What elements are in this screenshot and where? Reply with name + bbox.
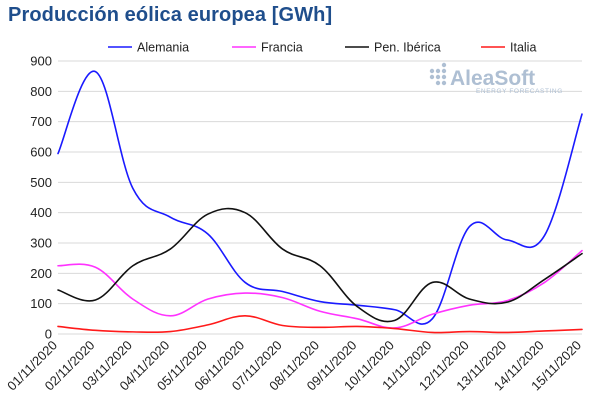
- legend-label-alemania: Alemania: [137, 41, 189, 55]
- series-lines: [57, 70, 583, 334]
- series-line-francia: [57, 249, 583, 329]
- legend-label-francia: Francia: [261, 41, 303, 55]
- y-tick-label: 400: [30, 205, 52, 220]
- logo-dots-icon: [429, 62, 447, 86]
- series-line-alemania: [57, 70, 583, 325]
- aleasoft-logo: AleaSoft ENERGY FORECASTING: [429, 62, 563, 95]
- y-tick-label: 200: [30, 266, 52, 281]
- y-tick-label: 0: [45, 327, 52, 342]
- y-axis-ticks: 0 100 200 300 400 500 600 700 800 900: [30, 54, 52, 342]
- legend-label-italia: Italia: [510, 41, 536, 55]
- series-line-italia: [57, 314, 583, 334]
- chart-title: Producción eólica europea [GWh]: [8, 4, 333, 26]
- y-tick-label: 600: [30, 145, 52, 160]
- y-tick-label: 800: [30, 84, 52, 99]
- y-tick-label: 300: [30, 236, 52, 251]
- legend: Alemania Francia Pen. Ibérica Italia: [108, 41, 536, 55]
- y-tick-label: 900: [30, 54, 52, 69]
- grid-lines: [58, 60, 582, 335]
- x-axis-ticks: 01/11/202002/11/202003/11/202004/11/2020…: [4, 338, 584, 394]
- series-line-pen-iberica: [57, 207, 583, 323]
- y-tick-label: 500: [30, 175, 52, 190]
- legend-label-pen-iberica: Pen. Ibérica: [374, 41, 441, 55]
- logo-name: AleaSoft: [450, 67, 535, 90]
- logo-tagline: ENERGY FORECASTING: [476, 88, 563, 95]
- y-tick-label: 100: [30, 296, 52, 311]
- y-tick-label: 700: [30, 114, 52, 129]
